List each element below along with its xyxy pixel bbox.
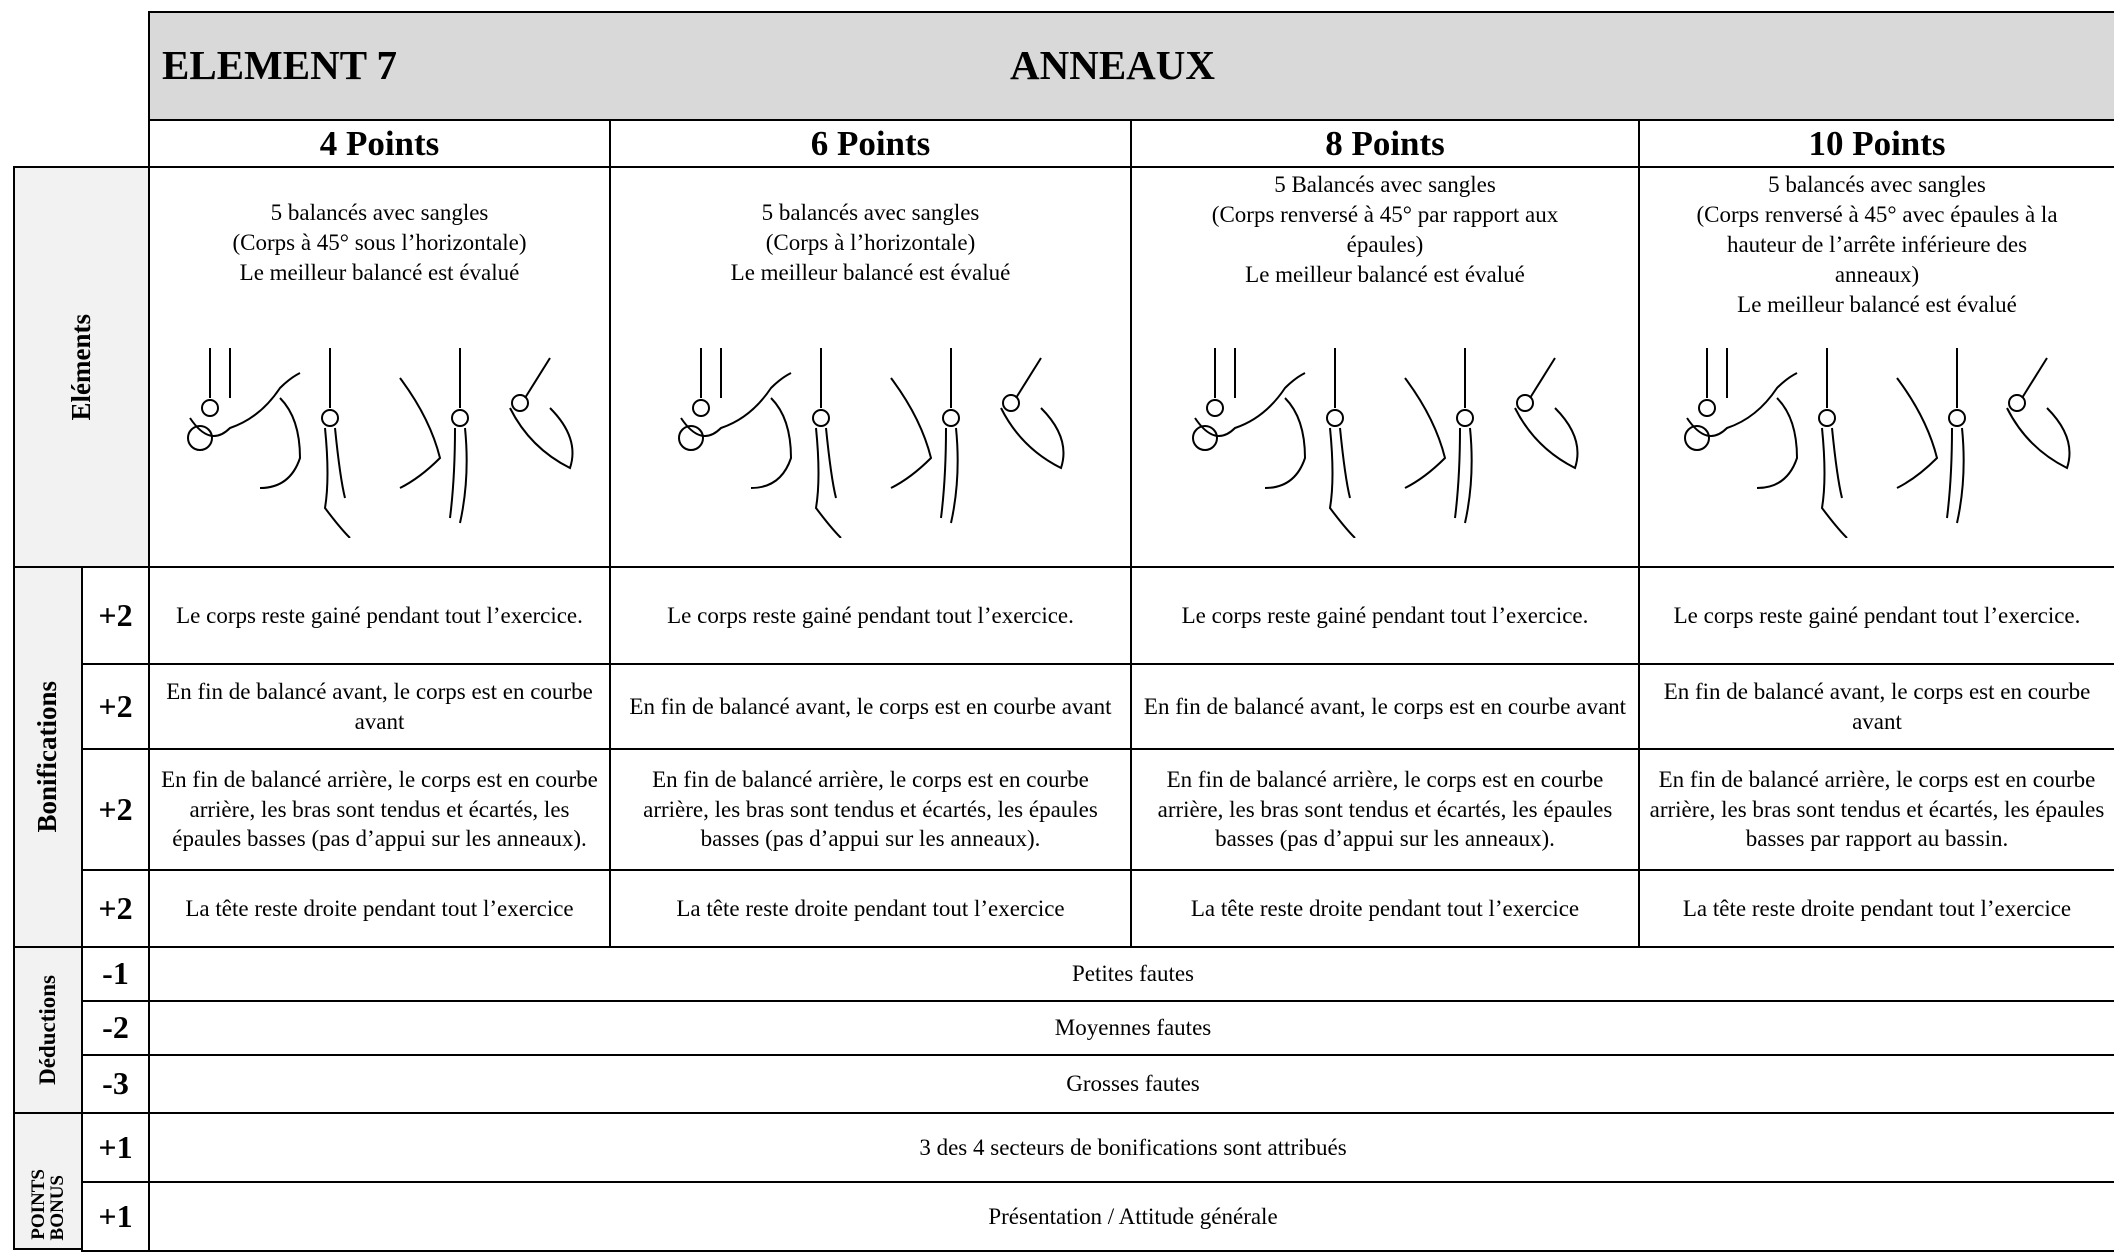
description-line: (Corps renversé à 45° par rapport aux: [1211, 201, 1559, 227]
score: +2: [81, 869, 150, 948]
bonus-point-text: 3 des 4 secteurs de bonifications sont a…: [148, 1112, 2114, 1183]
element-cell: 5 balancés avec sangles (Corps à 45° sous…: [148, 166, 611, 568]
bonus-cell: Le corps reste gainé pendant tout l’exer…: [1130, 566, 1640, 665]
element-cell: 5 balancés avec sangles (Corps renversé à…: [1638, 166, 2114, 568]
score: -2: [81, 1000, 150, 1056]
description-line: (Corps à l’horizontale): [765, 229, 976, 255]
bonus-point-text: Présentation / Attitude générale: [148, 1181, 2114, 1252]
description-line: 5 balancés avec sangles: [270, 200, 489, 225]
level-header: 6 Points: [609, 119, 1132, 168]
elements-label: Eléments: [13, 166, 150, 568]
element-cell: 5 balancés avec sangles (Corps à l’horizo…: [609, 166, 1132, 568]
score: +1: [81, 1112, 150, 1183]
figure-box: [1175, 338, 1595, 546]
description-line: anneaux): [1834, 261, 1920, 287]
bonus-cell: La tête reste droite pendant tout l’exer…: [148, 869, 611, 948]
level-header: 10 Points: [1638, 119, 2114, 168]
bonus-cell: La tête reste droite pendant tout l’exer…: [1638, 869, 2114, 948]
bonus-cell: En fin de balancé avant, le corps est en…: [609, 663, 1132, 750]
bonus-cell: Le corps reste gainé pendant tout l’exer…: [609, 566, 1132, 665]
illustration: [186, 348, 573, 539]
bonus-cell: En fin de balancé avant, le corps est en…: [1638, 663, 2114, 750]
score: +1: [81, 1181, 150, 1252]
title-bar: ELEMENT 7 ANNEAUX: [148, 11, 2114, 121]
description-line: Le meilleur balancé est évalué: [1245, 261, 1525, 287]
deduction-text: Grosses fautes: [148, 1054, 2114, 1114]
bonus-label-text: POINTS: [28, 1169, 49, 1240]
deduction-text: Petites fautes: [148, 946, 2114, 1002]
bonus-cell: En fin de balancé arrière, le corps est …: [1638, 748, 2114, 871]
description-line: 5 balancés avec sangles: [1768, 172, 1986, 197]
description-line: 5 Balancés avec sangles: [1274, 172, 1496, 197]
element-cell: 5 Balancés avec sangles (Corps renversé à…: [1130, 166, 1640, 568]
deductions-label: Déductions: [13, 946, 83, 1114]
deduction-text: Moyennes fautes: [148, 1000, 2114, 1056]
bonus-cell: Le corps reste gainé pendant tout l’exer…: [148, 566, 611, 665]
score: +2: [81, 663, 150, 750]
figure-box: [1667, 338, 2087, 546]
score: -1: [81, 946, 150, 1002]
description-line: Le meilleur balancé est évalué: [730, 259, 1011, 285]
element-number: ELEMENT 7: [162, 42, 398, 89]
illustration: [1684, 348, 2071, 539]
description-line: (Corps à 45° sous l’horizontale): [232, 229, 527, 255]
description-line: 5 balancés avec sangles: [761, 200, 980, 225]
bonus-cell: La tête reste droite pendant tout l’exer…: [1130, 869, 1640, 948]
score: -3: [81, 1054, 150, 1114]
bonus-points-label: POINTS BONUS: [13, 1112, 83, 1250]
description-line: hauteur de l’arrête inférieure des: [1726, 231, 2028, 257]
figure-box: [661, 338, 1081, 546]
score: +2: [81, 748, 150, 871]
deductions-label-text: Déductions: [35, 975, 61, 1085]
score: +2: [81, 566, 150, 665]
bonus-cell: En fin de balancé arrière, le corps est …: [148, 748, 611, 871]
description-line: épaules): [1346, 231, 1424, 257]
bonus-cell: En fin de balancé arrière, le corps est …: [1130, 748, 1640, 871]
bonus-cell: La tête reste droite pendant tout l’exer…: [609, 869, 1132, 948]
illustration: [1192, 348, 1579, 539]
bonus-cell: Le corps reste gainé pendant tout l’exer…: [1638, 566, 2114, 665]
figure-box: [170, 338, 590, 546]
description-line: Le meilleur balancé est évalué: [239, 259, 520, 285]
bonus-cell: En fin de balancé avant, le corps est en…: [148, 663, 611, 750]
level-header: 8 Points: [1130, 119, 1640, 168]
bonifications-label-text: Bonifications: [32, 681, 63, 833]
level-header: 4 Points: [148, 119, 611, 168]
description-line: Le meilleur balancé est évalué: [1737, 291, 2017, 317]
bonifications-label: Bonifications: [13, 566, 83, 948]
bonus-cell: En fin de balancé arrière, le corps est …: [609, 748, 1132, 871]
illustration: [677, 348, 1064, 539]
elements-label-text: Eléments: [65, 313, 96, 421]
description-line: (Corps renversé à 45° avec épaules à la: [1696, 201, 2058, 227]
apparatus-title: ANNEAUX: [1010, 42, 1215, 89]
bonus-label-text: BONUS: [47, 1174, 68, 1240]
bonus-cell: En fin de balancé avant, le corps est en…: [1130, 663, 1640, 750]
